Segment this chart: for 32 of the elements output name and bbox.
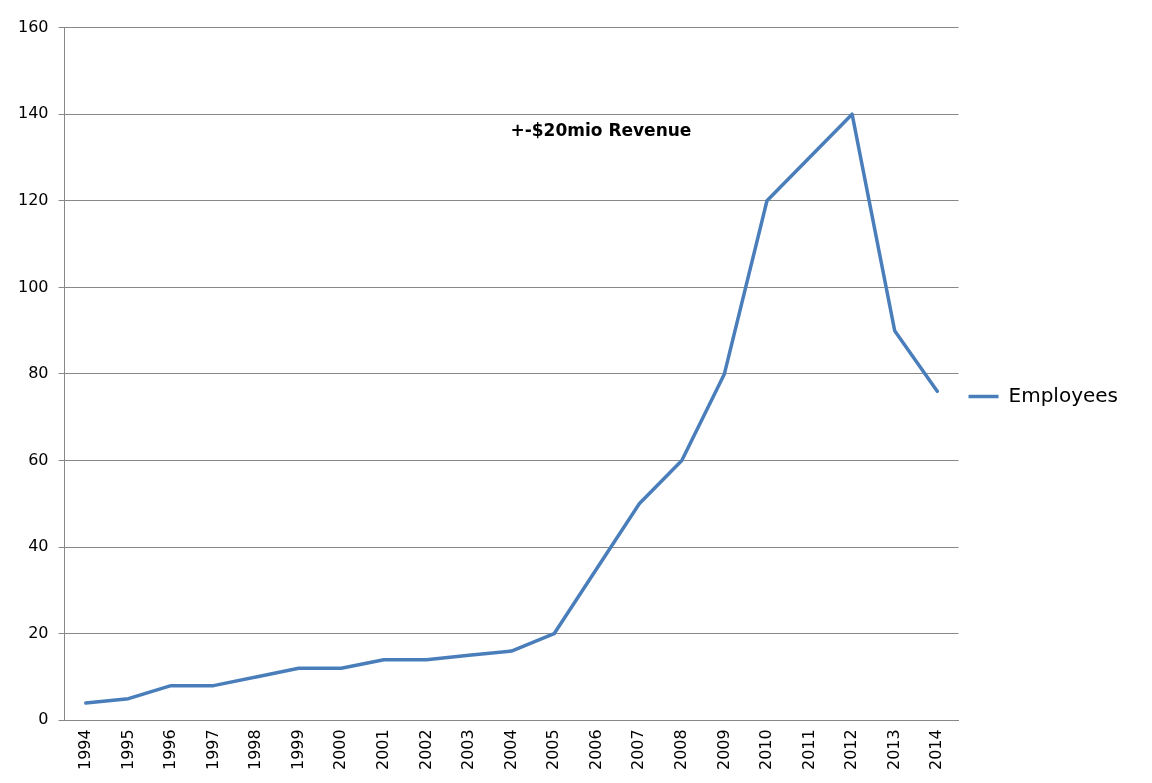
x-tick-label: 1999	[287, 729, 307, 770]
x-tick-label: 2003	[458, 729, 478, 770]
x-tick-label: 1996	[160, 729, 180, 770]
x-tick-label: 2006	[585, 729, 605, 770]
x-tick-label: 2009	[713, 729, 733, 770]
y-tick-label: 80	[28, 363, 49, 383]
x-tick-label: 1998	[245, 729, 265, 770]
x-tick-label: 1994	[74, 729, 94, 770]
y-tick-label: 120	[17, 189, 49, 209]
y-tick-label: 0	[38, 709, 49, 729]
legend-label: Employees	[1008, 382, 1119, 407]
x-tick-label: 2001	[372, 729, 392, 770]
y-tick-label: 100	[17, 276, 49, 296]
x-tick-label: 2002	[415, 729, 435, 770]
x-tick-label: 2008	[670, 729, 690, 770]
x-tick-label: 2013	[883, 729, 903, 770]
x-tick-label: 1995	[117, 729, 137, 770]
y-tick-label: 140	[17, 103, 49, 123]
x-tick-label: 2012	[841, 729, 861, 770]
annotation: +-$20mio Revenue	[510, 119, 692, 140]
y-tick-label: 160	[17, 16, 49, 36]
x-tick-label: 2007	[628, 729, 648, 770]
x-tick-label: 2000	[330, 729, 350, 770]
x-tick-label: 2014	[926, 729, 946, 770]
x-tick-label: 1997	[202, 729, 222, 770]
x-tick-label: 2005	[543, 729, 563, 770]
y-tick-label: 40	[28, 536, 49, 556]
x-tick-label: 2010	[756, 729, 776, 770]
x-tick-label: 2004	[500, 729, 520, 770]
x-tick-label: 2011	[798, 729, 818, 770]
y-tick-label: 20	[28, 622, 49, 642]
y-tick-label: 60	[28, 449, 49, 469]
